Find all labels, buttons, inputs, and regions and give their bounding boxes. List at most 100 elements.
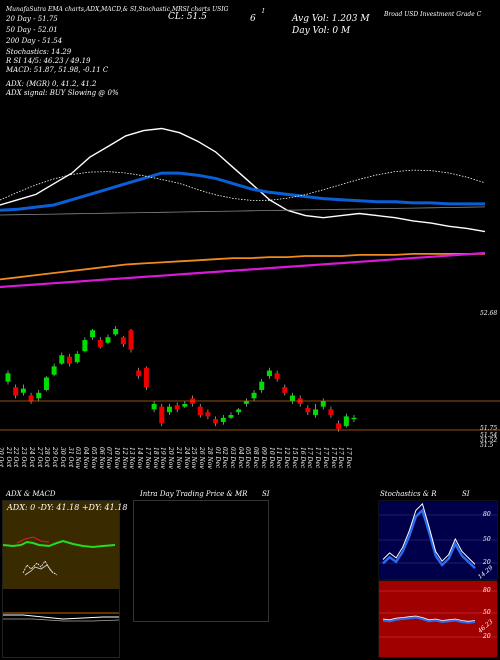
- date-tick: 03 Nov: [74, 447, 82, 469]
- lower-band-line: [0, 251, 486, 289]
- date-tick: 08 Dec: [252, 447, 260, 469]
- adx-green-line: [3, 539, 116, 549]
- date-tick: 20 Nov: [167, 447, 175, 469]
- candle: [236, 409, 242, 413]
- rsi-panel: 80 50 20 46.23: [378, 580, 498, 658]
- candle: [143, 367, 149, 388]
- date-tick: 14 Nov: [136, 447, 144, 469]
- candle: [5, 373, 11, 382]
- candle: [113, 328, 119, 335]
- stochastics-svg: [379, 502, 497, 569]
- date-tick: 17 Dec: [314, 447, 322, 469]
- date-tick: 28 Oct: [43, 447, 51, 468]
- price-label-1: 51.54: [480, 432, 498, 439]
- macd-readout: MACD: 51.87, 51.98, -0.11 C: [6, 66, 109, 74]
- date-tick: 21 Oct: [4, 447, 12, 468]
- candle: [336, 423, 342, 429]
- candle: [136, 370, 142, 377]
- rsi-svg: [379, 590, 497, 638]
- date-tick: 31 Oct: [66, 447, 74, 468]
- date-tick: 05 Nov: [89, 447, 97, 469]
- date-tick: 05 Dec: [244, 447, 252, 469]
- si-right-title: SI: [462, 490, 470, 498]
- date-tick: 12 Nov: [120, 447, 128, 469]
- candle: [213, 419, 219, 424]
- rsi-line: [382, 616, 476, 624]
- si-mid-title: SI: [262, 490, 270, 498]
- date-tick: 01 Dec: [213, 447, 221, 469]
- ema-line-20-day: [0, 127, 486, 233]
- candle: [51, 366, 57, 375]
- candle: [67, 356, 73, 364]
- stoch-tick-50: 50: [483, 536, 491, 543]
- date-tick: 18 Nov: [151, 447, 159, 469]
- candle: [205, 412, 211, 417]
- date-tick: 22 Oct: [12, 447, 20, 468]
- date-tick: 13 Nov: [128, 447, 136, 469]
- stochastics-readout: Stochastics: 14.29: [6, 48, 72, 56]
- date-tick: 03 Dec: [229, 447, 236, 469]
- candle: [220, 417, 226, 422]
- fund-name: Broad USD Investment Grade C: [384, 11, 482, 18]
- candle: [313, 409, 319, 415]
- candle: [74, 353, 80, 363]
- intraday-title: Intra Day Trading Price & MR: [140, 490, 248, 498]
- date-tick: 17 Dec: [321, 447, 329, 469]
- stochastics-panel: 80 50 20 14.29: [378, 500, 498, 581]
- date-tick: 09 Dec: [259, 447, 267, 469]
- date-tick: 15 Dec: [290, 447, 298, 469]
- date-tick: 21 Nov: [174, 447, 182, 469]
- date-tick: 27 Oct: [35, 447, 43, 468]
- date-tick: 20 Oct: [0, 447, 4, 468]
- date-tick: 16 Dec: [298, 447, 306, 469]
- stoch-title: Stochastics & R: [380, 490, 437, 498]
- macd-signal-line: [3, 618, 119, 622]
- candle: [197, 406, 203, 415]
- adx-macd-title: ADX & MACD: [6, 490, 56, 498]
- candle: [166, 406, 172, 413]
- price-label-2: 51.52: [480, 437, 498, 444]
- close-price: CL: 51.5: [168, 12, 207, 22]
- candle: [128, 330, 134, 350]
- date-tick: 25 Nov: [190, 447, 198, 469]
- date-tick: 23 Oct: [20, 447, 28, 468]
- date-tick: 24 Oct: [27, 447, 35, 468]
- date-tick: 04 Dec: [236, 447, 244, 469]
- adx-signal: ADX signal: BUY Slowing @ 0%: [6, 89, 119, 97]
- date-tick: 07 Nov: [105, 447, 113, 469]
- stoch-tick-80: 80: [483, 511, 491, 518]
- date-tick: 30 Oct: [58, 447, 66, 468]
- candle: [28, 395, 34, 402]
- date-tick: 02 Dec: [221, 447, 229, 469]
- price-label-3: 51.5: [480, 442, 494, 449]
- date-tick: 19 Nov: [159, 447, 167, 469]
- stochastics-line: [382, 508, 476, 569]
- stochastics-signal-line: [382, 502, 476, 565]
- candle: [243, 401, 249, 404]
- candle: [251, 392, 257, 399]
- candle: [351, 417, 357, 420]
- intraday-panel: [133, 500, 269, 622]
- date-tick: 17 Dec: [337, 447, 345, 469]
- date-tick: 29 Oct: [51, 447, 59, 468]
- candle: [282, 387, 288, 393]
- date-tick: 12 Dec: [283, 447, 291, 469]
- date-tick: 28 Nov: [205, 447, 213, 469]
- candle: [174, 405, 180, 410]
- ema-chart-svg: [0, 127, 500, 432]
- candle: [90, 330, 96, 338]
- date-tick: 17 Dec: [329, 447, 337, 469]
- ema50-label: 50 Day - 52.01: [6, 26, 58, 34]
- candle: [320, 401, 326, 407]
- adx-panel: ADX: 0 -DY: 41.18 +DY: 41.18: [2, 500, 127, 658]
- i-marker: I: [262, 8, 265, 15]
- rsi-signal-line: [382, 615, 476, 622]
- candle: [289, 395, 295, 402]
- candle: [305, 408, 311, 413]
- macd-main-line: [3, 614, 119, 620]
- date-tick: 04 Nov: [82, 447, 90, 469]
- candle: [13, 387, 19, 396]
- candle: [259, 381, 265, 390]
- ema20-label: 20 Day - 51.75: [6, 15, 58, 23]
- price-label-0: 51.75: [480, 425, 498, 432]
